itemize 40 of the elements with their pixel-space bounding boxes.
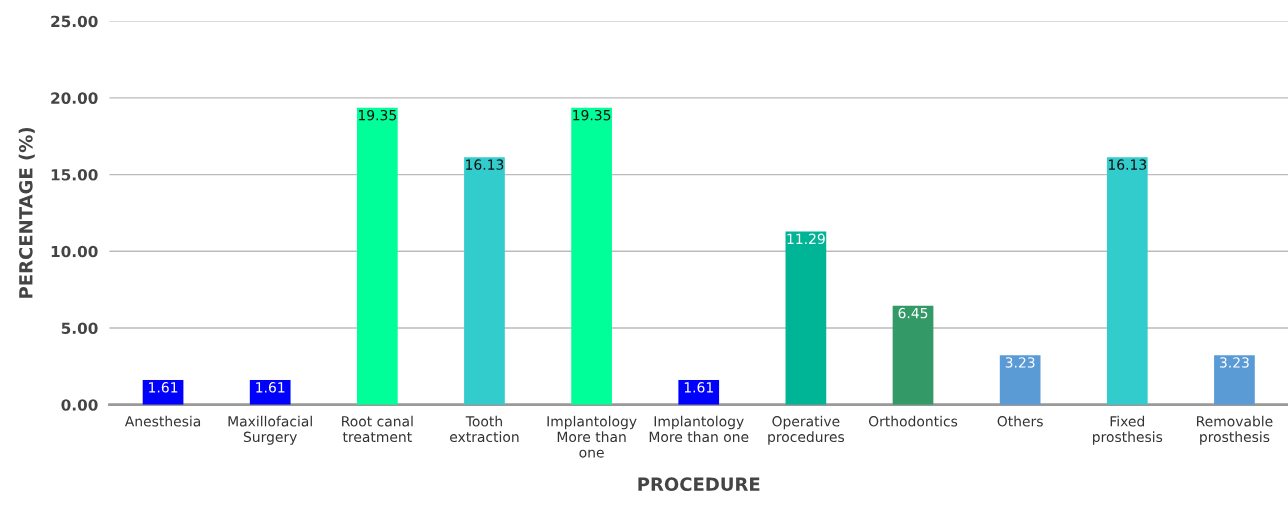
data-label: 16.13 <box>1108 159 1147 170</box>
y-tick-label: 10.00 <box>51 245 98 258</box>
y-tick-label: 25.00 <box>51 15 98 28</box>
data-label: 6.45 <box>898 307 928 319</box>
bar <box>785 231 827 405</box>
x-tick-label: Root canal treatment <box>342 415 413 443</box>
bar <box>678 379 720 405</box>
y-axis-title: PERCENTAGE (%) <box>18 127 35 298</box>
bar <box>356 107 398 405</box>
y-tick-label: 5.00 <box>61 322 98 334</box>
bar <box>249 379 291 405</box>
x-axis-title: PROCEDURE <box>638 477 760 491</box>
x-tick-label: Removable prosthesis <box>1197 415 1273 445</box>
y-tick-label: 15.00 <box>51 169 98 181</box>
x-tick-label: Orthodontics <box>868 415 958 427</box>
data-label: 19.35 <box>573 109 611 121</box>
bar <box>1214 355 1255 405</box>
x-tick-label: Others <box>997 415 1043 427</box>
data-label: 3.23 <box>1220 357 1249 368</box>
x-tick-label: Maxillofacial Surgery <box>228 415 312 445</box>
bar <box>464 157 505 405</box>
data-label: 16.13 <box>466 159 504 170</box>
y-tick-label: 0.00 <box>61 399 98 411</box>
x-tick-label: Anesthesia <box>124 415 201 427</box>
bar <box>892 305 934 405</box>
x-tick-label: Implantology More than one <box>547 415 637 458</box>
data-label: 11.29 <box>787 233 825 245</box>
bar <box>999 355 1041 405</box>
x-tick-label: Tooth extraction <box>450 415 519 443</box>
data-label: 1.61 <box>149 382 178 393</box>
data-label: 1.61 <box>256 382 285 393</box>
y-tick-label: 20.00 <box>51 92 98 104</box>
data-label: 1.61 <box>684 382 713 393</box>
data-label: 19.35 <box>358 109 396 121</box>
data-label: 3.23 <box>1005 357 1035 368</box>
bar <box>571 107 612 405</box>
x-tick-label: Implantology More than one <box>649 415 749 443</box>
x-tick-label: Operative procedures <box>768 415 845 445</box>
bar <box>1106 157 1148 405</box>
x-tick-label: Fixed prosthesis <box>1093 415 1163 445</box>
